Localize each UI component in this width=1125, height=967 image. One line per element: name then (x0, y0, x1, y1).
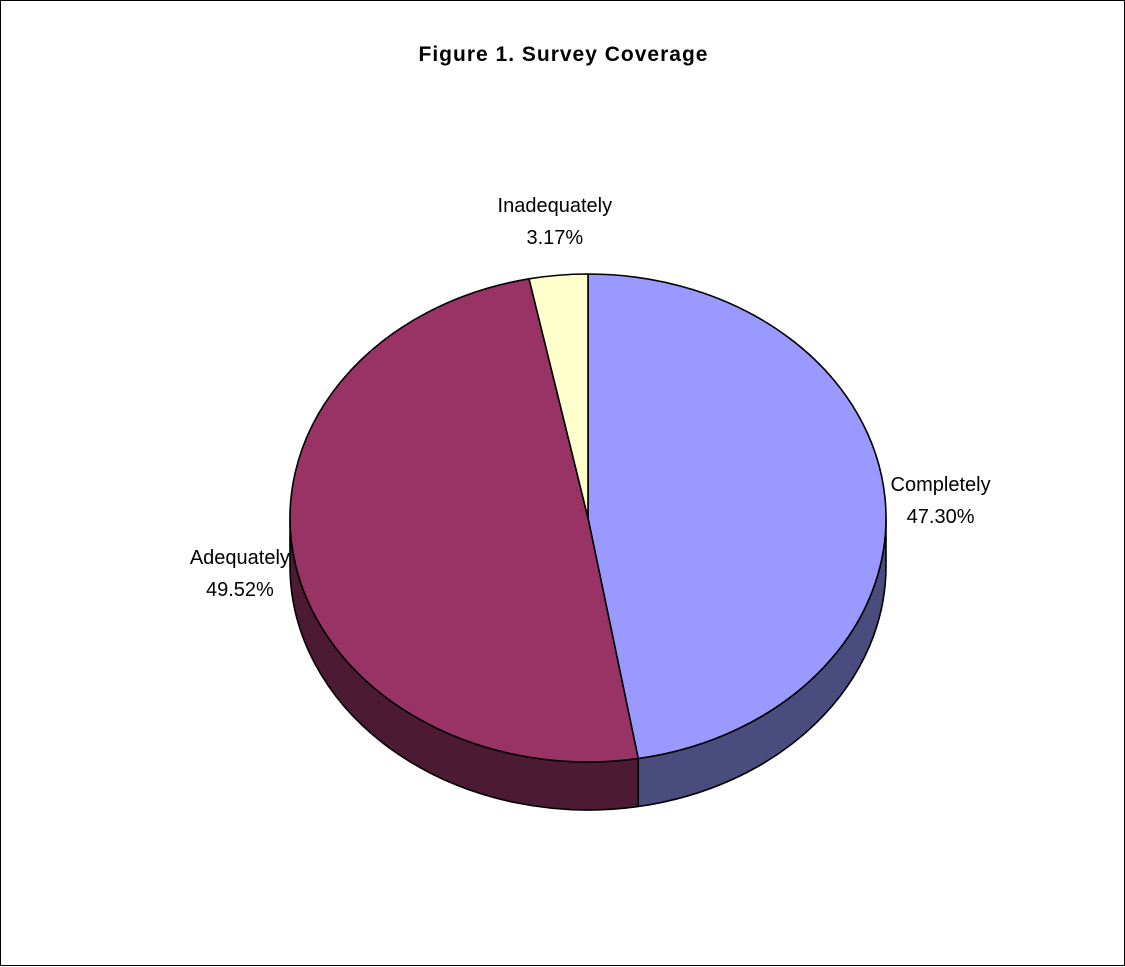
chart-title: Figure 1. Survey Coverage (418, 43, 709, 66)
data-label-percent: 47.30% (907, 506, 975, 528)
data-label-adequately: Adequately 49.52% (190, 547, 290, 601)
data-label-percent: 3.17% (526, 227, 583, 249)
data-label-category: Adequately (190, 547, 290, 569)
pie-slice-adequately (289, 278, 640, 763)
pie-slice-completely (587, 273, 887, 760)
pie-top-faces (289, 273, 887, 763)
pie-labels: Completely 47.30% Adequately 49.52% Inadequa… (190, 195, 991, 601)
data-label-category: Completely (891, 474, 991, 496)
data-label-inadequately: Inadequately 3.17% (498, 195, 613, 249)
pie-slice-inadequately (528, 273, 589, 519)
data-label-completely: Completely 47.30% (891, 474, 991, 528)
data-label-percent: 49.52% (206, 579, 274, 601)
data-label-category: Inadequately (498, 195, 613, 217)
